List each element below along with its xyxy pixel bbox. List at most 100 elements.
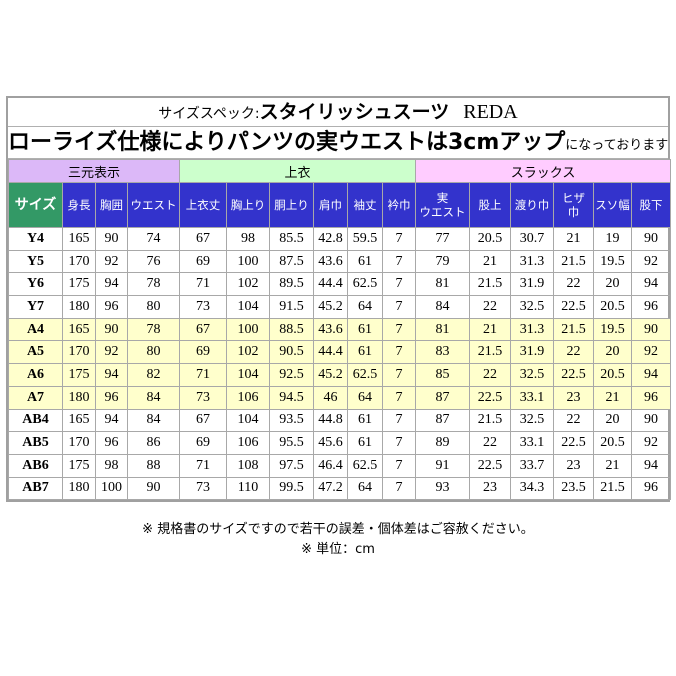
brand: REDA: [463, 101, 518, 123]
cell: 94: [631, 363, 672, 387]
cell: 7: [382, 476, 417, 501]
cell: 62.5: [347, 363, 384, 387]
cell: 69: [179, 340, 228, 365]
cell: 96: [631, 295, 672, 319]
cell: 64: [347, 476, 384, 501]
group-header: スラックス: [415, 159, 672, 183]
column-header: 衿巾: [382, 182, 417, 228]
column-header: 股上: [469, 182, 512, 228]
cell: 20: [593, 272, 633, 297]
cell: 79: [415, 249, 471, 274]
cell: 61: [347, 431, 384, 455]
cell: 83: [415, 340, 471, 365]
cell: 92: [631, 431, 672, 455]
cell: 97.5: [269, 453, 315, 478]
cell: 7: [382, 272, 417, 297]
cell: 47.2: [313, 476, 349, 501]
column-header: 肩巾: [313, 182, 349, 228]
cell: 32.5: [510, 295, 555, 319]
group-header: 上衣: [179, 159, 417, 183]
cell: 100: [95, 476, 128, 501]
cell: 44.4: [313, 272, 349, 297]
cell: 76: [126, 249, 181, 274]
cell: 22: [553, 340, 595, 365]
cell: 71: [179, 272, 228, 297]
cell: 21: [469, 249, 512, 274]
cell: 93: [415, 476, 471, 501]
cell: 87.5: [269, 249, 315, 274]
cell: 46: [313, 385, 349, 410]
cell: 165: [62, 408, 96, 433]
cell: 82: [126, 363, 181, 387]
cell: 92: [95, 340, 128, 365]
cell: 7: [382, 295, 417, 319]
cell: 80: [126, 295, 181, 319]
size-table: 三元表示 上衣 スラックス サイズ 身長 胸囲 ウエスト 上衣丈 胸上り 胴上り 肩巾 袖丈 衿巾実 ウ…: [7, 159, 672, 501]
cell: 94: [95, 272, 128, 297]
cell: 180: [62, 476, 96, 501]
data-row: Y6 175 94 78 71 102 89.5 44.4 62.5 7 81 21.5 31.9 22 2…: [8, 272, 672, 297]
data-row: Y4 165 90 74 67 98 85.5 42.8 59.5 7 77 20.5 30.7 21 19…: [8, 227, 672, 251]
cell: 64: [347, 295, 384, 319]
cell: 180: [62, 295, 96, 319]
cell: 22: [469, 363, 512, 387]
cell: 20.5: [469, 227, 512, 251]
cell: 81: [415, 317, 471, 342]
cell: 21: [469, 317, 512, 342]
column-header: スソ幅: [593, 182, 633, 228]
cell: 22.5: [553, 431, 595, 455]
size-cell: Y7: [8, 295, 63, 319]
data-row: Y7 180 96 80 73 104 91.5 45.2 64 7 84 22 32.5 22.5 20.…: [8, 295, 672, 319]
cell: 33.1: [510, 385, 555, 410]
cell: 19.5: [593, 317, 633, 342]
note: ※ 単位：cm: [301, 542, 375, 557]
column-header: サイズ: [8, 182, 63, 228]
subtitle-line: ローライズ仕様によりパンツの実ウエストは3cmアップになっております: [8, 127, 668, 159]
cell: 7: [382, 408, 417, 433]
cell: 59.5: [347, 227, 384, 251]
cell: 67: [179, 408, 228, 433]
cell: 21.5: [469, 340, 512, 365]
column-header: 股下: [631, 182, 672, 228]
column-header: 胸上り: [226, 182, 271, 228]
size-cell: AB7: [8, 476, 63, 501]
data-row: A5 170 92 80 69 102 90.5 44.4 61 7 83 21.5 31.9 22 20 9…: [8, 340, 672, 365]
cell: 61: [347, 408, 384, 433]
cell: 91.5: [269, 295, 315, 319]
cell: 86: [126, 431, 181, 455]
column-header: 胴上り: [269, 182, 315, 228]
cell: 31.9: [510, 340, 555, 365]
cell: 104: [226, 363, 271, 387]
cell: 110: [226, 476, 271, 501]
cell: 7: [382, 227, 417, 251]
cell: 175: [62, 272, 96, 297]
size-cell: A5: [8, 340, 63, 365]
cell: 21: [593, 453, 633, 478]
cell: 90: [631, 227, 672, 251]
header-row: サイズ 身長 胸囲 ウエスト 上衣丈 胸上り 胴上り 肩巾 袖丈 衿巾実 ウエスト 股上 渡り巾 ヒザ …: [8, 182, 672, 228]
cell: 22: [469, 295, 512, 319]
cell: 95.5: [269, 431, 315, 455]
cell: 96: [95, 385, 128, 410]
cell: 62.5: [347, 272, 384, 297]
cell: 33.7: [510, 453, 555, 478]
cell: 100: [226, 317, 271, 342]
cell: 7: [382, 385, 417, 410]
cell: 87: [415, 408, 471, 433]
cell: 99.5: [269, 476, 315, 501]
group-header: 三元表示: [7, 159, 181, 183]
cell: 85: [415, 363, 471, 387]
cell: 44.4: [313, 340, 349, 365]
size-cell: A7: [8, 385, 63, 410]
cell: 98: [226, 227, 271, 251]
cell: 22.5: [553, 363, 595, 387]
cell: 94.5: [269, 385, 315, 410]
cell: 84: [126, 408, 181, 433]
cell: 61: [347, 317, 384, 342]
cell: 98: [95, 453, 128, 478]
notes: ※ 規格書のサイズですので若干の誤差・個体差はご容赦ください。 ※ 単位：cm: [0, 520, 676, 560]
cell: 81: [415, 272, 471, 297]
cell: 85.5: [269, 227, 315, 251]
cell: 21.5: [553, 317, 595, 342]
cell: 73: [179, 295, 228, 319]
